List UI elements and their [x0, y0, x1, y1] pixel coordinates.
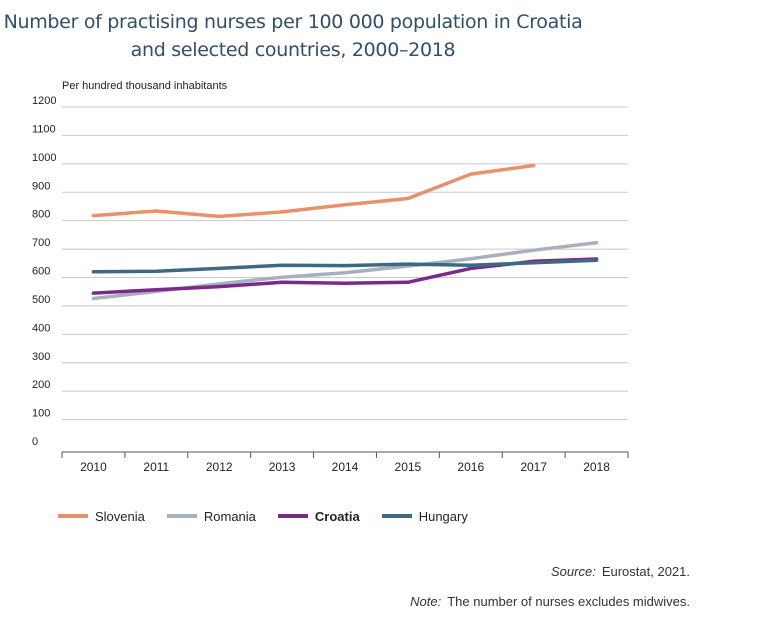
series-lines — [91, 163, 599, 301]
y-tick-label: 200 — [32, 379, 50, 391]
footnote: Note: The number of nurses excludes midwi… — [410, 594, 690, 609]
grid-lines — [62, 106, 628, 421]
chart-title: Number of practising nurses per 100 000 … — [0, 8, 586, 64]
y-axis-unit-label: Per hundred thousand inhabitants — [62, 80, 228, 92]
y-tick-label: 0 — [32, 436, 38, 448]
x-tick-label: 2011 — [143, 460, 169, 474]
legend-label: Hungary — [418, 508, 468, 524]
y-tick-label: 500 — [32, 294, 50, 306]
chart-title-line-1: Number of practising nurses per 100 000 … — [3, 11, 583, 33]
y-tick-label: 1200 — [32, 95, 56, 107]
legend-swatch — [166, 514, 197, 518]
y-tick-label: 400 — [32, 322, 50, 334]
x-tick-label: 2013 — [269, 460, 296, 474]
series-line-slovenia — [91, 163, 536, 219]
x-tick-label: 2017 — [520, 460, 547, 474]
x-tick-label: 2018 — [583, 460, 610, 474]
x-tick-label: 2010 — [80, 460, 107, 474]
chart-title-line-2: and selected countries, 2000–2018 — [130, 39, 456, 61]
line-chart: 0 100 200 300 400 500 600 700 800 900 1000 1100 1200… — [32, 95, 629, 474]
source-note: Source: Eurostat, 2021. — [551, 564, 690, 579]
x-axis: 2010 2011 2012 2013 2014 2015 2016 2017 2018 — [61, 451, 629, 474]
y-tick-label: 600 — [32, 266, 50, 278]
x-tick-label: 2016 — [457, 460, 484, 474]
legend-label: Slovenia — [95, 508, 145, 524]
legend-swatch — [381, 514, 412, 518]
y-tick-label: 1000 — [32, 152, 56, 164]
legend-swatch — [277, 514, 308, 518]
note-label: Note: — [410, 594, 442, 609]
source-label: Source: — [551, 564, 596, 579]
series-line-hungary — [91, 258, 599, 274]
legend-label: Croatia — [314, 508, 360, 524]
source-text: Eurostat, 2021. — [601, 564, 690, 579]
x-tick-label: 2015 — [395, 460, 422, 474]
y-tick-label: 100 — [32, 408, 50, 420]
x-tick-label: 2012 — [206, 460, 233, 474]
legend-item-croatia: Croatia — [277, 508, 360, 524]
legend-item-slovenia: Slovenia — [58, 509, 145, 524]
chart-legend: Slovenia Romania Croatia Hungary — [58, 506, 490, 526]
legend-item-romania: Romania — [166, 508, 256, 524]
y-tick-label: 800 — [32, 209, 50, 221]
note-text: The number of nurses excludes midwives. — [447, 594, 690, 609]
x-tick-label: 2014 — [332, 460, 359, 474]
legend-swatch — [58, 514, 88, 518]
y-axis-ticks: 0 100 200 300 400 500 600 700 800 900 1000 1100 1200 — [32, 95, 56, 448]
legend-label: Romania — [203, 508, 256, 524]
legend-item-hungary: Hungary — [381, 508, 468, 524]
y-tick-label: 300 — [32, 351, 50, 363]
y-tick-label: 1100 — [32, 123, 56, 135]
y-tick-label: 700 — [32, 237, 50, 249]
y-tick-label: 900 — [32, 180, 50, 192]
